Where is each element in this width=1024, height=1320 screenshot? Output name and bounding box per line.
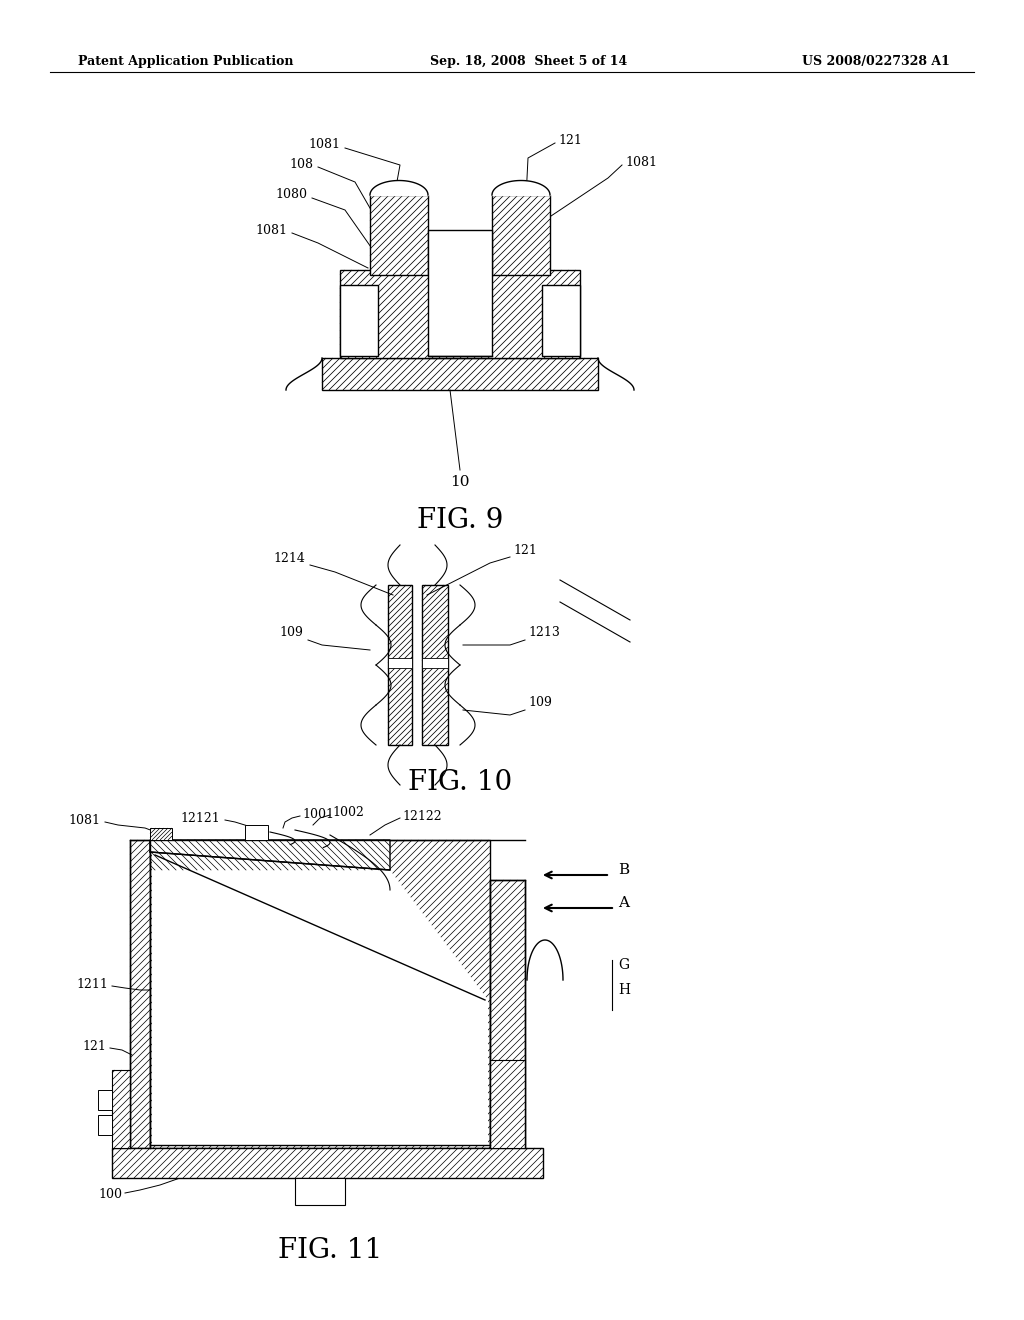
Text: 109: 109 — [528, 697, 552, 710]
Text: H: H — [618, 983, 630, 997]
Bar — [150, 828, 172, 840]
Text: 12122: 12122 — [402, 809, 441, 822]
Polygon shape — [152, 855, 488, 1143]
Text: FIG. 11: FIG. 11 — [278, 1237, 382, 1263]
Bar — [370, 195, 428, 275]
Text: 1080: 1080 — [275, 189, 307, 202]
Text: 1213: 1213 — [528, 627, 560, 639]
Text: 1081: 1081 — [308, 139, 340, 152]
Bar — [98, 1090, 112, 1110]
Text: 1211: 1211 — [76, 978, 108, 990]
Bar — [542, 285, 580, 356]
Bar — [388, 585, 412, 744]
Text: US 2008/0227328 A1: US 2008/0227328 A1 — [802, 55, 950, 69]
Text: 121: 121 — [82, 1040, 106, 1052]
Text: Patent Application Publication: Patent Application Publication — [78, 55, 294, 69]
Text: 1001: 1001 — [302, 808, 334, 821]
Bar — [490, 1060, 525, 1148]
Polygon shape — [152, 851, 488, 1144]
Bar — [112, 1071, 130, 1148]
Text: 1081: 1081 — [68, 813, 100, 826]
Text: Sep. 18, 2008  Sheet 5 of 14: Sep. 18, 2008 Sheet 5 of 14 — [430, 55, 628, 69]
Text: 1214: 1214 — [273, 552, 305, 565]
Text: 12121: 12121 — [180, 812, 220, 825]
Text: 1081: 1081 — [625, 156, 657, 169]
Text: 108: 108 — [289, 157, 313, 170]
Bar — [322, 358, 598, 389]
Text: 121: 121 — [558, 133, 582, 147]
Bar — [422, 657, 449, 668]
Bar — [245, 825, 268, 840]
Text: 1081: 1081 — [255, 223, 287, 236]
Bar — [492, 195, 550, 275]
Bar — [388, 657, 412, 668]
Bar — [98, 1115, 112, 1135]
Bar — [295, 1177, 345, 1205]
Text: 10: 10 — [451, 475, 470, 488]
Text: B: B — [618, 863, 629, 876]
Text: A: A — [618, 896, 629, 909]
Bar — [422, 585, 449, 744]
Bar — [150, 840, 490, 1148]
Bar — [340, 271, 580, 358]
Bar — [112, 1148, 543, 1177]
Text: 121: 121 — [513, 544, 537, 557]
Text: 1002: 1002 — [332, 807, 364, 820]
Polygon shape — [150, 840, 390, 870]
Bar — [130, 840, 150, 1148]
Text: FIG. 10: FIG. 10 — [408, 768, 512, 796]
Text: G: G — [618, 958, 629, 972]
Text: 109: 109 — [280, 627, 303, 639]
Bar — [490, 880, 525, 1148]
Text: FIG. 9: FIG. 9 — [417, 507, 503, 533]
Bar — [428, 230, 492, 356]
Text: 100: 100 — [98, 1188, 122, 1201]
Bar — [340, 285, 378, 356]
